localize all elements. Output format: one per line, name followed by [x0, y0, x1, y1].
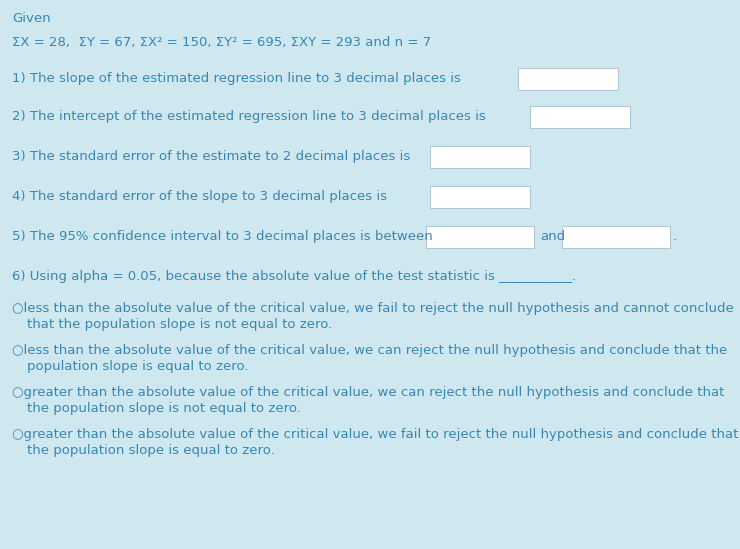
- FancyBboxPatch shape: [430, 186, 530, 208]
- Text: ○greater than the absolute value of the critical value, we fail to reject the nu: ○greater than the absolute value of the …: [12, 428, 739, 441]
- Text: Given: Given: [12, 12, 50, 25]
- Text: ○less than the absolute value of the critical value, we fail to reject the null : ○less than the absolute value of the cri…: [12, 302, 734, 315]
- FancyBboxPatch shape: [530, 106, 630, 128]
- Text: .: .: [673, 230, 677, 243]
- Text: population slope is equal to zero.: population slope is equal to zero.: [27, 360, 249, 373]
- Text: ○greater than the absolute value of the critical value, we can reject the null h: ○greater than the absolute value of the …: [12, 386, 724, 399]
- Text: the population slope is not equal to zero.: the population slope is not equal to zer…: [27, 402, 301, 415]
- Text: ΣX = 28,  ΣY = 67, ΣX² = 150, ΣY² = 695, ΣXY = 293 and n = 7: ΣX = 28, ΣY = 67, ΣX² = 150, ΣY² = 695, …: [12, 36, 431, 49]
- Text: the population slope is equal to zero.: the population slope is equal to zero.: [27, 444, 275, 457]
- Text: 5) The 95% confidence interval to 3 decimal places is between: 5) The 95% confidence interval to 3 deci…: [12, 230, 433, 243]
- Text: and: and: [540, 230, 565, 243]
- Text: ○less than the absolute value of the critical value, we can reject the null hypo: ○less than the absolute value of the cri…: [12, 344, 727, 357]
- FancyBboxPatch shape: [430, 146, 530, 168]
- Text: 3) The standard error of the estimate to 2 decimal places is: 3) The standard error of the estimate to…: [12, 150, 410, 163]
- FancyBboxPatch shape: [426, 226, 534, 248]
- FancyBboxPatch shape: [562, 226, 670, 248]
- Text: 4) The standard error of the slope to 3 decimal places is: 4) The standard error of the slope to 3 …: [12, 190, 387, 203]
- Text: 2) The intercept of the estimated regression line to 3 decimal places is: 2) The intercept of the estimated regres…: [12, 110, 485, 123]
- FancyBboxPatch shape: [518, 68, 618, 90]
- Text: 1) The slope of the estimated regression line to 3 decimal places is: 1) The slope of the estimated regression…: [12, 72, 461, 85]
- Text: that the population slope is not equal to zero.: that the population slope is not equal t…: [27, 318, 332, 331]
- Text: 6) Using alpha = 0.05, because the absolute value of the test statistic is _____: 6) Using alpha = 0.05, because the absol…: [12, 270, 576, 283]
